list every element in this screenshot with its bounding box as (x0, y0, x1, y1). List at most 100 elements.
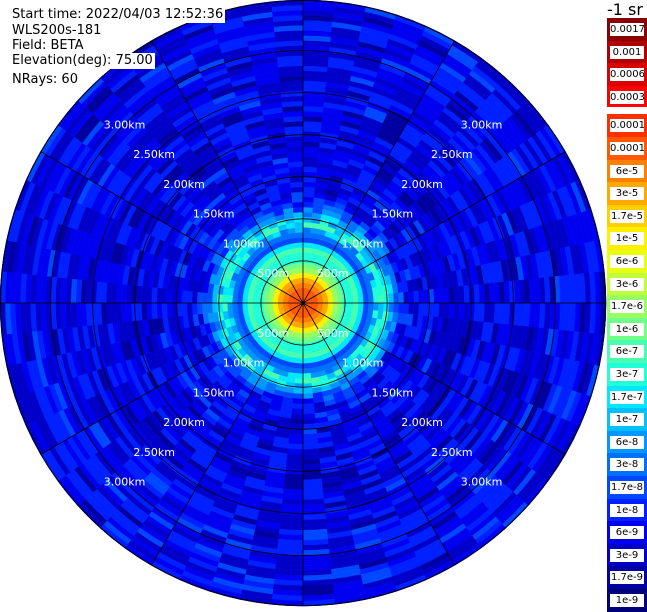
range-gate-cell (302, 403, 315, 410)
range-gate-cell (306, 342, 313, 349)
colorbar-tick-label: 6e-7 (610, 345, 644, 359)
range-gate-cell (373, 302, 380, 312)
range-gate-cell (296, 242, 304, 249)
range-gate-cell (433, 302, 440, 318)
range-ring-label: 1.50km (372, 208, 414, 221)
azimuth-spoke (302, 40, 455, 304)
colorbar: 0.0017 0.001 0.0006 0.0003 0.00017 0.0001 6e-5… (607, 18, 647, 612)
colorbar-cell: 1.7e-6 (607, 295, 647, 318)
range-gate-cell (293, 211, 304, 218)
range-ring-label: 3.00km (461, 476, 503, 489)
range-gate-cell (211, 302, 218, 313)
range-gate-cell (363, 295, 369, 304)
colorbar-tick-label: 6e-8 (610, 435, 644, 449)
range-gate-cell (302, 227, 312, 233)
range-gate-cell (302, 347, 309, 354)
range-gate-cell (302, 242, 310, 249)
range-gate-cell (293, 216, 304, 223)
range-gate-cell (448, 286, 455, 304)
colorbar-tick-label: 0.0001 (610, 142, 644, 155)
range-gate-cell (332, 299, 339, 304)
colorbar-tick-label: 6e-6 (610, 255, 644, 268)
range-gate-cell (290, 418, 304, 425)
colorbar-tick-label: 1.7e-5 (610, 209, 644, 223)
range-gate-cell (302, 342, 309, 349)
range-ring-label: 3.00km (104, 119, 146, 132)
range-gate-cell (368, 295, 374, 304)
range-gate-cell (292, 201, 304, 208)
range-gate-cell (181, 290, 188, 304)
range-gate-cell (161, 287, 168, 304)
range-ring-label: 1.00km (223, 238, 265, 251)
range-gate-cell (388, 302, 395, 313)
range-ring-label: 1.00km (342, 238, 384, 251)
range-gate-cell (388, 293, 395, 304)
range-gate-cell (302, 352, 310, 359)
range-gate-cell (286, 146, 304, 153)
range-gate-cell (221, 302, 228, 312)
start-time-label: Start time: 2022/04/03 12:52:36 (10, 7, 226, 23)
azimuth-spoke (302, 302, 455, 566)
range-gate-cell (363, 302, 369, 311)
range-gate-cell (287, 156, 304, 163)
range-gate-cell (287, 443, 304, 450)
range-gate-cell (216, 302, 223, 313)
heatmap-cells (0, 0, 607, 607)
range-gate-cell (257, 302, 264, 309)
range-gate-cell (299, 272, 304, 279)
azimuth-spoke (151, 302, 304, 566)
colorbar-title: -1 sr (607, 0, 643, 19)
range-gate-cell (302, 211, 313, 218)
range-gate-cell (294, 373, 304, 380)
colorbar-cell: 3e-9 (607, 543, 647, 567)
range-gate-cell (347, 292, 354, 299)
colorbar-tick-label: 0.0006 (610, 68, 644, 82)
range-gate-cell (176, 302, 183, 317)
range-gate-cell (302, 247, 310, 254)
range-gate-cell (262, 302, 269, 308)
range-gate-cell (166, 302, 173, 318)
range-gate-cell (302, 393, 314, 400)
colorbar-cell: 6e-6 (607, 250, 647, 273)
range-gate-cell (347, 297, 354, 304)
range-gate-cell (166, 288, 173, 304)
colorbar-tick-label: 1e-5 (610, 232, 644, 246)
range-gate-cell (287, 438, 304, 445)
colorbar-cell: 1.7e-5 (607, 204, 647, 228)
range-ring-label: 1.50km (193, 208, 235, 221)
range-gate-cell (285, 141, 304, 148)
range-gate-cell (293, 257, 300, 264)
colorbar-cell: 1e-8 (607, 498, 647, 522)
range-gate-cell (373, 294, 380, 304)
range-gate-cell (297, 257, 304, 264)
range-gate-cell (105, 302, 113, 324)
range-gate-cell (299, 267, 304, 274)
range-gate-cell (438, 302, 445, 319)
range-gate-cell (307, 347, 314, 354)
range-gate-cell (292, 252, 299, 259)
range-gate-cell (398, 302, 405, 314)
range-gate-cell (292, 393, 304, 400)
range-gate-cell (302, 493, 324, 501)
colorbar-tick-label: 3e-6 (610, 277, 644, 291)
polar-grid (0, 0, 606, 606)
range-gate-cell (438, 287, 445, 304)
range-gate-cell (284, 131, 304, 138)
range-gate-cell (247, 296, 254, 304)
range-ring-label: 2.50km (133, 148, 175, 161)
range-gate-cell (293, 388, 304, 395)
range-ring-label: 500m (317, 267, 349, 280)
range-gate-cell (181, 302, 188, 316)
range-gate-cell (247, 302, 254, 310)
range-gate-cell (302, 105, 324, 113)
range-gate-cell (291, 408, 304, 415)
range-gate-cell (302, 337, 308, 344)
range-gate-cell (302, 418, 316, 425)
range-gate-cell (302, 262, 308, 269)
range-gate-cell (131, 302, 138, 322)
range-gate-cell (418, 302, 425, 316)
range-gate-cell (302, 201, 314, 208)
range-gate-cell (290, 413, 304, 420)
range-gate-cell (151, 286, 158, 304)
azimuth-spoke (302, 302, 566, 455)
